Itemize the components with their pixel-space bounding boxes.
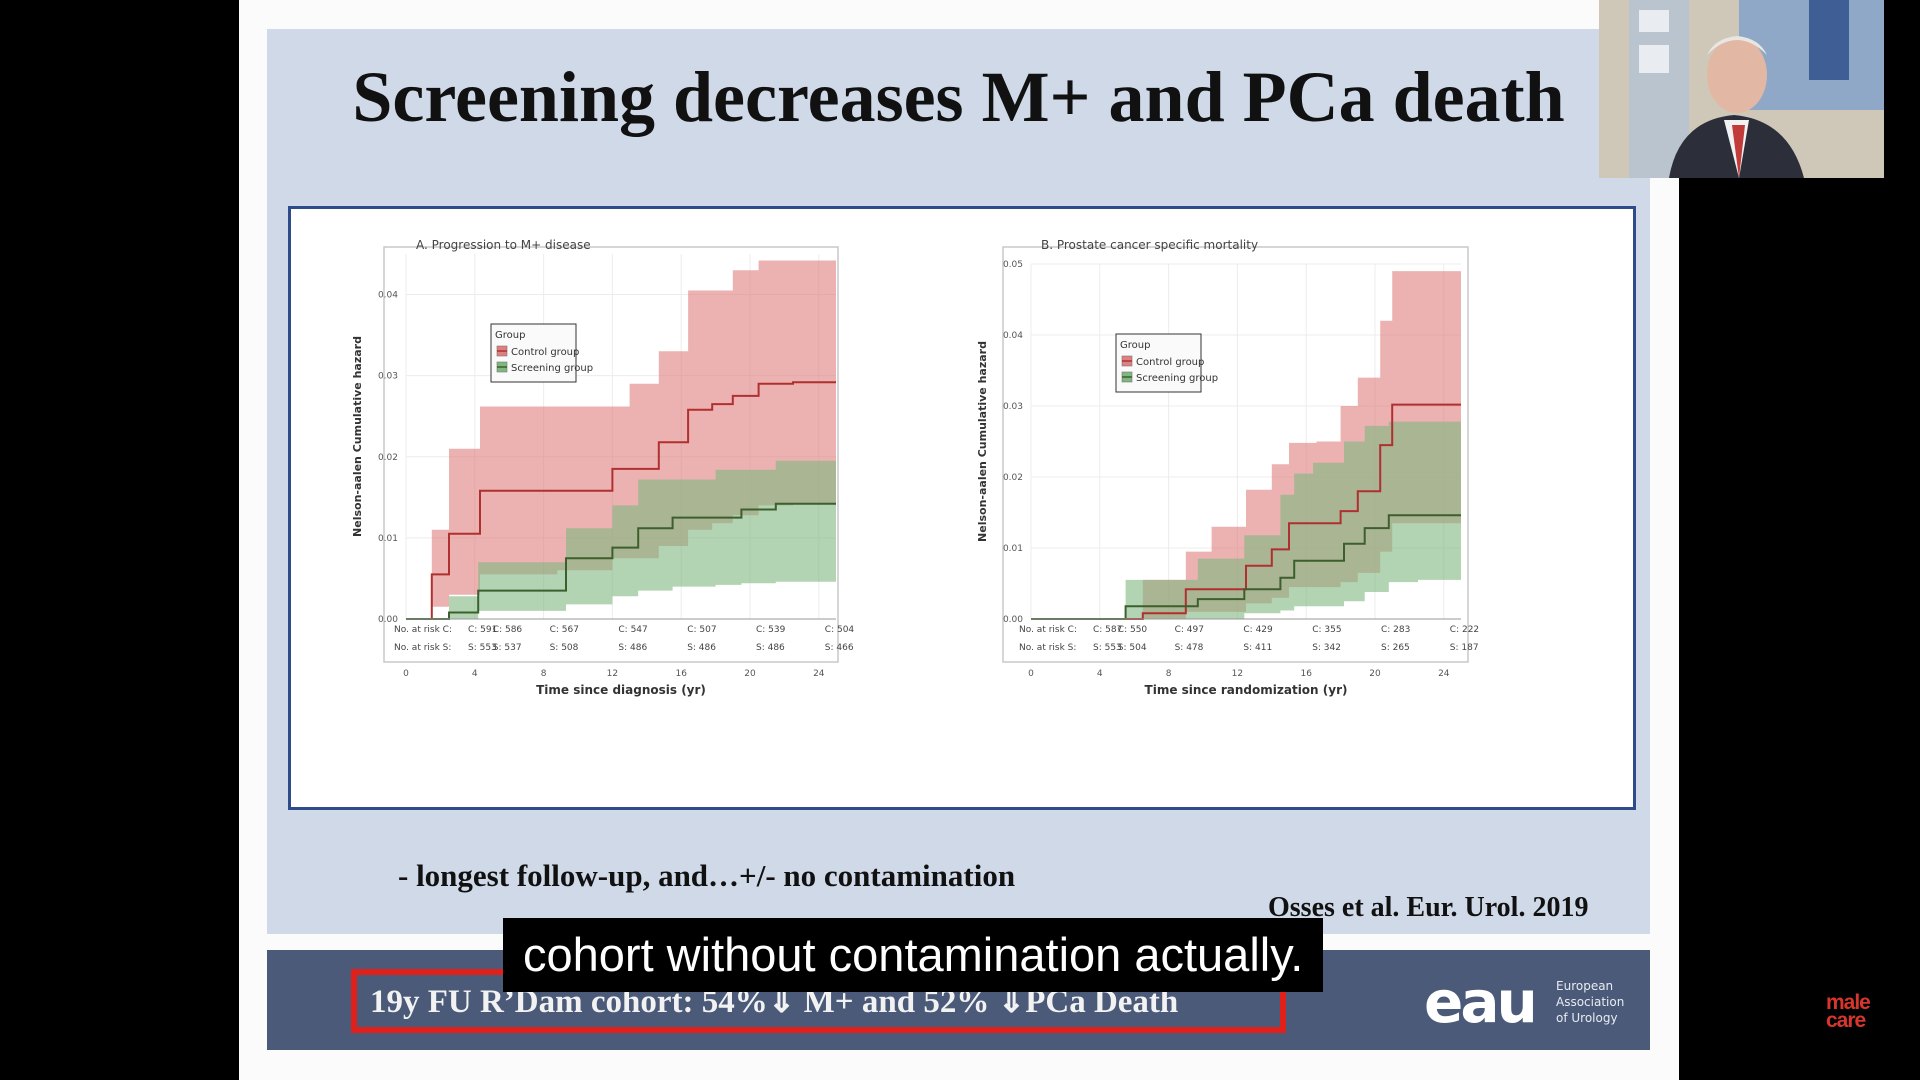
eau-logo: eau [1424, 968, 1538, 1036]
risk-value-control: C: 355 [1312, 625, 1341, 635]
y-axis-label: Nelson-aalen Cumulative hazard [351, 336, 364, 537]
risk-value-control: C: 222 [1450, 625, 1479, 635]
x-tick-label: 4 [1097, 669, 1103, 679]
risk-value-control: C: 283 [1381, 625, 1410, 635]
risk-value-screening: S: 466 [825, 643, 854, 653]
ci-band-control [406, 260, 836, 619]
x-tick-label: 8 [541, 669, 547, 679]
ci-band-screening [1031, 421, 1461, 619]
risk-value-screening: S: 478 [1175, 643, 1204, 653]
risk-value-control: C: 587 [1093, 625, 1122, 635]
chart-title: B. Prostate cancer specific mortality [1041, 238, 1258, 252]
x-axis-label: Time since randomization (yr) [1145, 683, 1348, 697]
x-axis-label: Time since diagnosis (yr) [536, 683, 706, 697]
y-tick-label: 0.05 [1003, 260, 1023, 270]
eau-caption-line: European [1556, 979, 1614, 993]
risk-value-control: C: 547 [618, 625, 647, 635]
risk-value-control: C: 429 [1243, 625, 1273, 635]
series-line-control [1031, 403, 1461, 620]
y-tick-label: 0.01 [378, 534, 398, 544]
legend-title: Group [1120, 340, 1150, 351]
legend-entry: Screening group [511, 363, 593, 374]
y-tick-label: 0.00 [1003, 615, 1023, 625]
watermark-line: male [1826, 991, 1871, 1014]
slide-title: Screening decreases M+ and PCa death [352, 57, 1565, 137]
risk-value-control: C: 550 [1118, 625, 1148, 635]
x-tick-label: 20 [1369, 669, 1381, 679]
risk-value-screening: S: 486 [687, 643, 716, 653]
risk-value-screening: S: 187 [1450, 643, 1479, 653]
x-tick-label: 24 [813, 669, 825, 679]
risk-label: No. at risk S: [394, 643, 451, 653]
risk-value-screening: S: 553 [1093, 643, 1122, 653]
presenter-webcam [1599, 0, 1884, 178]
chart-title: A. Progression to M+ disease [416, 238, 591, 252]
risk-value-control: C: 567 [550, 625, 579, 635]
series-line-screening [406, 502, 836, 620]
risk-label: No. at risk C: [1019, 625, 1077, 635]
series-line-control [406, 381, 836, 620]
risk-value-control: C: 591 [468, 625, 497, 635]
risk-value-control: C: 507 [687, 625, 716, 635]
x-tick-label: 12 [1232, 669, 1243, 679]
legend-entry: Control group [1136, 357, 1204, 368]
risk-value-control: C: 539 [756, 625, 786, 635]
eau-caption-line: of Urology [1556, 1011, 1618, 1025]
x-tick-label: 4 [472, 669, 478, 679]
chart-panel-a [383, 246, 839, 663]
risk-value-control: C: 497 [1175, 625, 1204, 635]
risk-label: No. at risk S: [1019, 643, 1076, 653]
citation-text: Osses et al. Eur. Urol. 2019 [1268, 892, 1589, 923]
y-tick-label: 0.04 [378, 291, 398, 301]
y-tick-label: 0.03 [1003, 402, 1023, 412]
risk-value-control: C: 504 [825, 625, 855, 635]
eau-caption-line: Association [1556, 995, 1625, 1009]
legend-entry: Screening group [1136, 373, 1218, 384]
ci-band-screening [406, 460, 836, 619]
eau-logo-caption: European Association of Urology [1556, 978, 1624, 1026]
chart-figure: 0.00 0.01 0.02 0.03 0.04 0 4 8 12 16 20 24 A. Progre… [351, 238, 1479, 697]
risk-value-screening: S: 508 [550, 643, 579, 653]
chart-panel-b [1002, 246, 1469, 663]
risk-value-screening: S: 537 [493, 643, 522, 653]
risk-value-screening: S: 486 [618, 643, 647, 653]
x-tick-label: 20 [744, 669, 756, 679]
x-tick-label: 8 [1166, 669, 1172, 679]
legend-entry: Control group [511, 347, 579, 358]
y-tick-label: 0.01 [1003, 544, 1023, 554]
watermark-line: care [1826, 1009, 1866, 1032]
x-tick-label: 0 [1028, 669, 1034, 679]
x-tick-label: 0 [403, 669, 409, 679]
presenter-video-icon [1599, 0, 1884, 178]
y-tick-label: 0.03 [378, 372, 398, 382]
y-tick-label: 0.04 [1003, 331, 1023, 341]
figure-panel: 0.00 0.01 0.02 0.03 0.04 0 4 8 12 16 20 24 A. Progre… [288, 206, 1636, 810]
y-tick-label: 0.00 [378, 615, 398, 625]
bullet-text: - longest follow-up, and…+/- no contamin… [398, 858, 1016, 893]
x-tick-label: 12 [607, 669, 618, 679]
risk-value-screening: S: 265 [1381, 643, 1410, 653]
risk-value-control: C: 586 [493, 625, 523, 635]
risk-value-screening: S: 342 [1312, 643, 1341, 653]
risk-value-screening: S: 504 [1118, 643, 1147, 653]
x-tick-label: 16 [675, 669, 687, 679]
caption-subtitle: cohort without contamination actually. [503, 918, 1324, 992]
y-tick-label: 0.02 [378, 453, 398, 463]
x-tick-label: 24 [1438, 669, 1450, 679]
risk-label: No. at risk C: [394, 625, 452, 635]
legend-title: Group [495, 330, 525, 341]
risk-value-screening: S: 486 [756, 643, 785, 653]
risk-value-screening: S: 553 [468, 643, 497, 653]
series-line-screening [1031, 514, 1461, 620]
risk-value-screening: S: 411 [1243, 643, 1272, 653]
y-axis-label: Nelson-aalen Cumulative hazard [976, 341, 989, 542]
y-tick-label: 0.02 [1003, 473, 1023, 483]
malecare-watermark: male care [1826, 991, 1871, 1032]
x-tick-label: 16 [1300, 669, 1312, 679]
